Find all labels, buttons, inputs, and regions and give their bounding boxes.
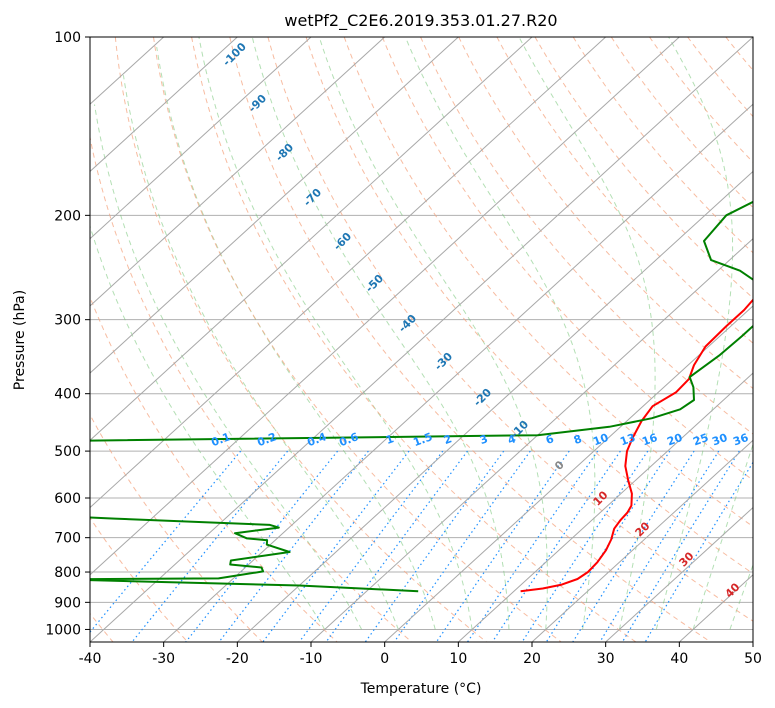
mixing-ratio-line — [644, 461, 753, 642]
x-tick-label: -10 — [300, 651, 323, 667]
x-tick-label: 40 — [670, 651, 688, 667]
mixing-ratio-line — [572, 450, 695, 642]
y-tick-label: 600 — [54, 491, 81, 507]
y-axis-label: Pressure (hPa) — [12, 290, 28, 390]
mixing-ratio-line — [90, 450, 242, 634]
mixing-ratio-label: 30 — [710, 431, 729, 449]
mixing-ratio-label: 0.6 — [337, 430, 360, 449]
moist-adiabat-line — [318, 37, 548, 630]
dry-adiabat-line — [153, 37, 562, 642]
dry-adiabat-line — [610, 37, 753, 209]
dry-adiabat-line — [649, 37, 753, 163]
plot-frame — [89, 36, 754, 643]
moist-adiabat-line — [122, 75, 399, 630]
x-tick-label: -40 — [79, 651, 102, 667]
mixing-ratio-label: 36 — [731, 431, 750, 449]
mixing-ratio-label: 6 — [544, 432, 556, 447]
mixing-ratio-line — [218, 450, 369, 642]
dry-adiabat-line — [90, 516, 189, 642]
isotherm-line — [90, 37, 312, 240]
mixing-ratio-label: 3 — [478, 432, 490, 447]
temperature-line — [520, 298, 753, 593]
moist-adiabat-line — [404, 37, 596, 630]
dry-adiabat-line — [496, 37, 753, 344]
mixing-ratio-label: 13 — [618, 431, 637, 448]
isotherm-line — [90, 37, 386, 307]
isotherm-line — [605, 506, 753, 642]
pressure-grid — [90, 37, 753, 630]
y-tick-label: 800 — [54, 565, 81, 581]
mixing-ratio-label: 4 — [506, 432, 518, 447]
dry-adiabat-line — [534, 37, 753, 299]
axes: -40 -30 -20 -10 0 10 20 30 40 5010020030040050060… — [45, 30, 762, 667]
mixing-ratio-label: 0.2 — [255, 430, 278, 449]
mixing-ratio-label: 2 — [442, 432, 454, 447]
mixing-ratio-label: 0.1 — [209, 430, 232, 449]
mixing-ratio-line — [131, 450, 289, 642]
dry-adiabat-line — [343, 37, 753, 528]
isotherm-line — [90, 37, 238, 173]
moist-adiabat-line — [198, 37, 473, 630]
x-tick-label: 10 — [449, 651, 467, 667]
mixing-ratio-label: 16 — [640, 431, 659, 449]
dry-adiabat-line — [229, 37, 711, 642]
mixing-ratio-line — [621, 450, 740, 642]
mixing-ratio-label: 10 — [591, 431, 610, 449]
moist-adiabat-line — [90, 224, 326, 630]
x-tick-label: 30 — [597, 651, 615, 667]
isotherm-line — [90, 37, 680, 576]
y-tick-label: 1000 — [45, 622, 81, 638]
x-tick-label: -30 — [152, 651, 175, 667]
mixing-ratio-line — [435, 450, 570, 642]
dry-adiabat-line — [381, 37, 753, 481]
isotherms — [90, 37, 753, 642]
y-tick-label: 400 — [54, 387, 81, 403]
mixing-ratio-label: 8 — [572, 432, 584, 447]
mixing-ratio-line — [185, 450, 339, 642]
dry-adiabat-line — [191, 37, 637, 642]
mixing-ratio-label: 25 — [691, 431, 710, 448]
dewpoint-line — [90, 200, 753, 593]
mixing-ratio-line — [599, 450, 720, 642]
isotherm-line — [90, 37, 607, 509]
profile-series — [90, 200, 753, 593]
y-tick-label: 300 — [54, 313, 81, 329]
isotherm-line — [90, 37, 459, 374]
mixing-ratio-line — [364, 450, 505, 642]
y-tick-label: 900 — [54, 595, 81, 611]
mixing-ratio-line — [298, 450, 444, 642]
y-tick-label: 100 — [54, 30, 81, 46]
mixing-ratio-label: 20 — [665, 431, 684, 449]
y-tick-label: 500 — [54, 444, 81, 460]
x-tick-label: -20 — [226, 651, 249, 667]
dry-adiabat-line — [305, 37, 753, 575]
mixing-ratio-label: 0.4 — [305, 430, 328, 449]
mixing-ratio-label: 1.5 — [411, 430, 434, 449]
chart-title: wetPf2_C2E6.2019.353.01.27.R20 — [284, 11, 557, 31]
y-tick-label: 700 — [54, 531, 81, 547]
isotherm-line — [90, 37, 753, 642]
dry-adiabat-line — [114, 37, 487, 642]
x-axis-label: Temperature (°C) — [360, 681, 482, 697]
isotherm-line — [531, 439, 753, 642]
x-tick-label: 50 — [744, 651, 762, 667]
isotherm-line — [310, 237, 753, 642]
mixing-ratio-line — [325, 450, 468, 642]
isotherm-line — [384, 305, 753, 642]
moist-adiabat-line — [94, 104, 363, 630]
mixing-ratio-line — [393, 450, 531, 642]
x-tick-label: 0 — [380, 651, 389, 667]
moist-adiabat-line — [251, 37, 510, 630]
isotherm-line — [163, 103, 753, 642]
isotherm-line — [90, 37, 533, 442]
mixing-ratio-label: 1 — [384, 432, 396, 447]
x-tick-label: 20 — [523, 651, 541, 667]
isotherm-line — [457, 372, 753, 642]
dry-adiabat-line — [267, 37, 753, 622]
isotherm-line — [236, 170, 753, 642]
dry-adiabat-line — [90, 413, 263, 642]
y-tick-label: 200 — [54, 208, 81, 224]
